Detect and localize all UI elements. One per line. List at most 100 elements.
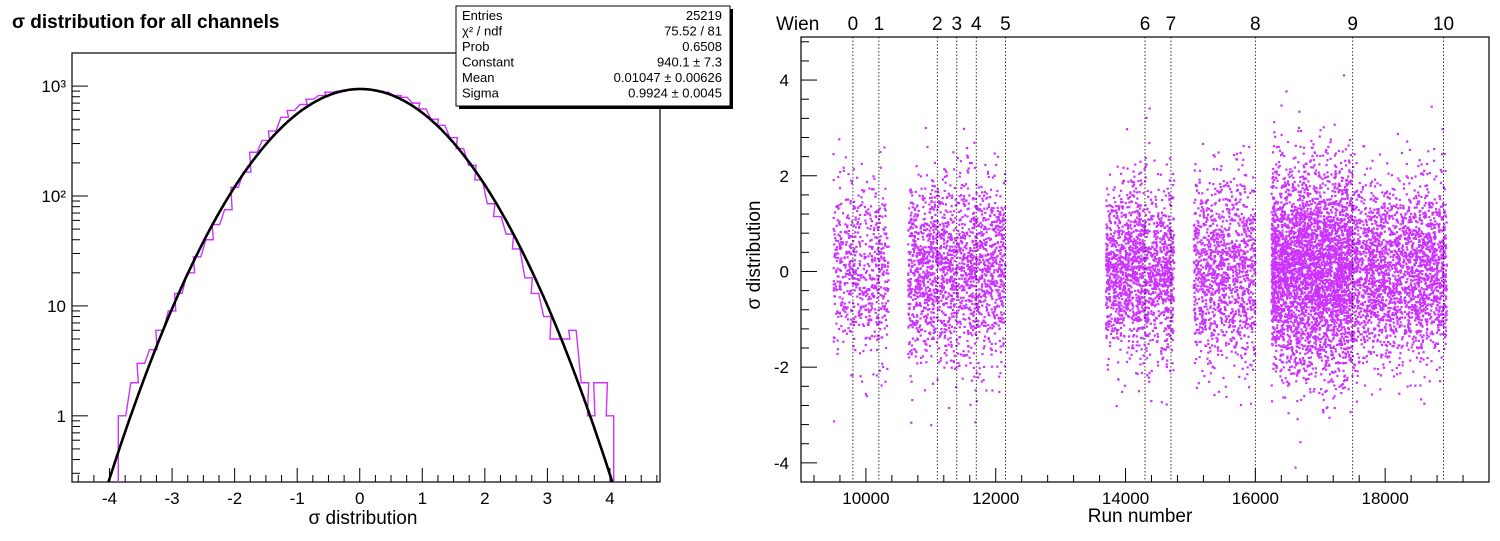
scatter-point <box>1202 276 1206 279</box>
scatter-point <box>1129 249 1132 252</box>
scatter-point <box>886 265 890 268</box>
scatter-point <box>999 273 1002 276</box>
scatter-point <box>942 294 945 297</box>
scatter-point <box>1119 326 1123 330</box>
scatter-point <box>845 252 848 255</box>
scatter-point <box>951 269 954 272</box>
scatter-point <box>950 294 953 297</box>
scatter-point <box>965 247 968 250</box>
scatter-point <box>1135 282 1138 285</box>
scatter-point <box>973 141 976 144</box>
scatter-point <box>945 329 948 332</box>
scatter-point <box>1112 196 1116 199</box>
scatter-point <box>919 251 922 254</box>
scatter-point <box>1116 254 1119 257</box>
scatter-point <box>1144 214 1147 217</box>
scatter-point <box>850 266 853 269</box>
scatter-point <box>1195 386 1198 389</box>
scatter-point <box>1206 188 1209 191</box>
scatter-point <box>991 253 994 256</box>
scatter-point <box>996 269 999 272</box>
scatter-point <box>966 263 969 266</box>
scatter-point <box>1233 250 1236 253</box>
scatter-point <box>1108 286 1112 289</box>
scatter-point <box>953 367 957 370</box>
scatter-point <box>991 274 994 277</box>
scatter-point <box>1160 283 1163 287</box>
scatter-point <box>933 295 936 298</box>
scatter-point <box>954 245 957 248</box>
scatter-point <box>859 253 862 256</box>
scatter-point <box>1198 306 1201 310</box>
scatter-point <box>1106 321 1109 324</box>
scatter-point <box>1106 297 1110 300</box>
scatter-point <box>1139 184 1142 187</box>
scatter-point <box>1133 254 1136 257</box>
scatter-point <box>1113 242 1116 245</box>
scatter-point <box>1158 218 1161 221</box>
scatter-point <box>1171 259 1174 262</box>
scatter-point <box>1229 218 1232 222</box>
scatter-point <box>1144 157 1147 160</box>
scatter-point <box>975 192 978 195</box>
scatter-point <box>1143 314 1146 317</box>
scatter-point <box>1128 225 1131 228</box>
scatter-point <box>929 192 932 196</box>
scatter-point <box>1126 227 1130 230</box>
scatter-point <box>971 231 974 234</box>
scatter-point <box>853 264 856 267</box>
scatter-point <box>1171 320 1174 323</box>
scatter-point <box>836 339 839 342</box>
scatter-point <box>987 203 990 206</box>
scatter-point <box>944 261 948 264</box>
scatter-point <box>985 285 988 288</box>
scatter-point <box>1198 169 1202 172</box>
scatter-point <box>1207 208 1211 211</box>
scatter-point <box>1000 360 1003 364</box>
scatter-point <box>845 332 849 335</box>
scatter-point <box>911 399 914 402</box>
scatter-point <box>925 301 929 304</box>
scatter-point <box>1145 357 1149 360</box>
scatter-point <box>1225 253 1228 256</box>
scatter-point <box>980 226 983 229</box>
scatter-point <box>868 296 871 299</box>
scatter-point <box>970 273 973 276</box>
scatter-point <box>880 263 883 266</box>
scatter-point <box>1136 249 1139 252</box>
scatter-point <box>864 343 867 347</box>
scatter-point <box>987 284 990 288</box>
scatter-point <box>969 276 972 279</box>
scatter-points <box>832 74 1448 469</box>
scatter-point <box>845 307 848 310</box>
stats-value: 0.6508 <box>682 39 722 54</box>
scatter-point <box>1157 188 1160 191</box>
scatter-point <box>1004 247 1007 250</box>
scatter-point <box>958 277 961 280</box>
scatter-point <box>912 203 915 206</box>
scatter-point <box>1138 312 1141 315</box>
scatter-point <box>936 209 939 212</box>
scatter-point <box>868 315 871 318</box>
scatter-point <box>949 302 952 305</box>
scatter-point <box>941 266 945 269</box>
scatter-point <box>964 272 967 275</box>
scatter-point <box>1139 258 1142 261</box>
scatter-point <box>1140 319 1143 322</box>
scatter-point <box>952 315 955 318</box>
scatter-point <box>983 262 986 265</box>
stats-value: 25219 <box>686 8 722 23</box>
scatter-point <box>853 337 856 340</box>
scatter-point <box>1163 330 1166 333</box>
scatter-point <box>1158 260 1161 263</box>
scatter-point <box>1171 268 1174 271</box>
scatter-point <box>1209 317 1212 320</box>
scatter-point <box>1141 239 1144 242</box>
scatter-point <box>1124 202 1127 205</box>
scatter-point <box>1173 267 1176 270</box>
scatter-point <box>1165 306 1168 309</box>
scatter-point <box>934 190 937 193</box>
scatter-point <box>1231 240 1234 243</box>
scatter-point <box>999 296 1002 299</box>
scatter-point <box>1203 374 1206 378</box>
